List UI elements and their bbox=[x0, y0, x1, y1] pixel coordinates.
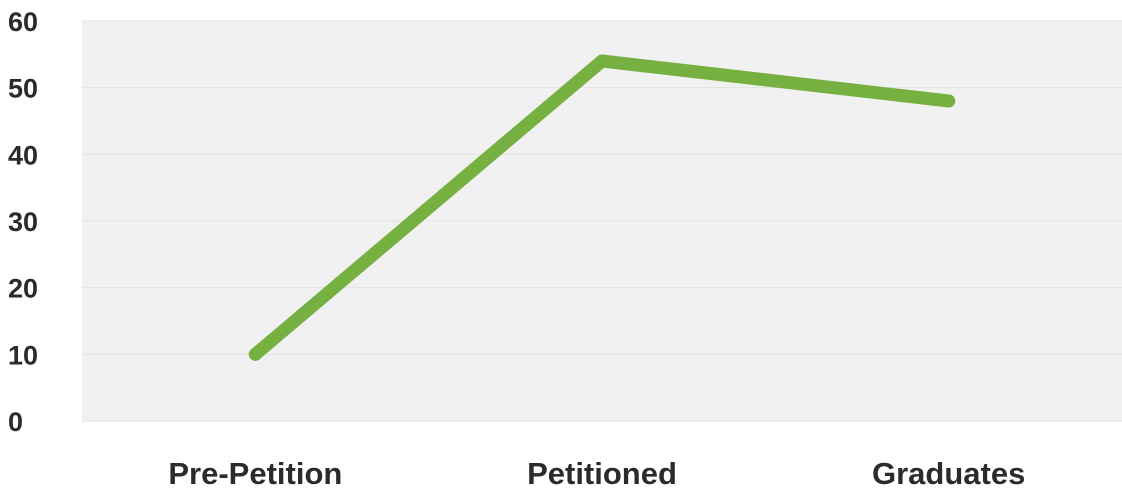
x-axis-ticks: Pre-Petition Petitioned Graduates bbox=[168, 456, 1025, 491]
x-tick-label: Petitioned bbox=[527, 456, 677, 491]
y-tick-label: 50 bbox=[8, 74, 38, 104]
y-tick-label: 20 bbox=[8, 274, 38, 304]
y-tick-label: 10 bbox=[8, 340, 38, 370]
y-axis-ticks: 0 10 20 30 40 50 60 bbox=[8, 7, 38, 437]
data-point bbox=[248, 347, 262, 361]
y-tick-label: 40 bbox=[8, 140, 38, 170]
y-tick-label: 0 bbox=[8, 407, 23, 437]
x-tick-label: Pre-Petition bbox=[168, 456, 342, 491]
x-tick-label: Graduates bbox=[872, 456, 1025, 491]
y-tick-label: 60 bbox=[8, 7, 38, 37]
data-point bbox=[595, 54, 609, 68]
series-layer bbox=[248, 54, 956, 361]
data-point bbox=[942, 94, 956, 108]
y-tick-label: 30 bbox=[8, 207, 38, 237]
